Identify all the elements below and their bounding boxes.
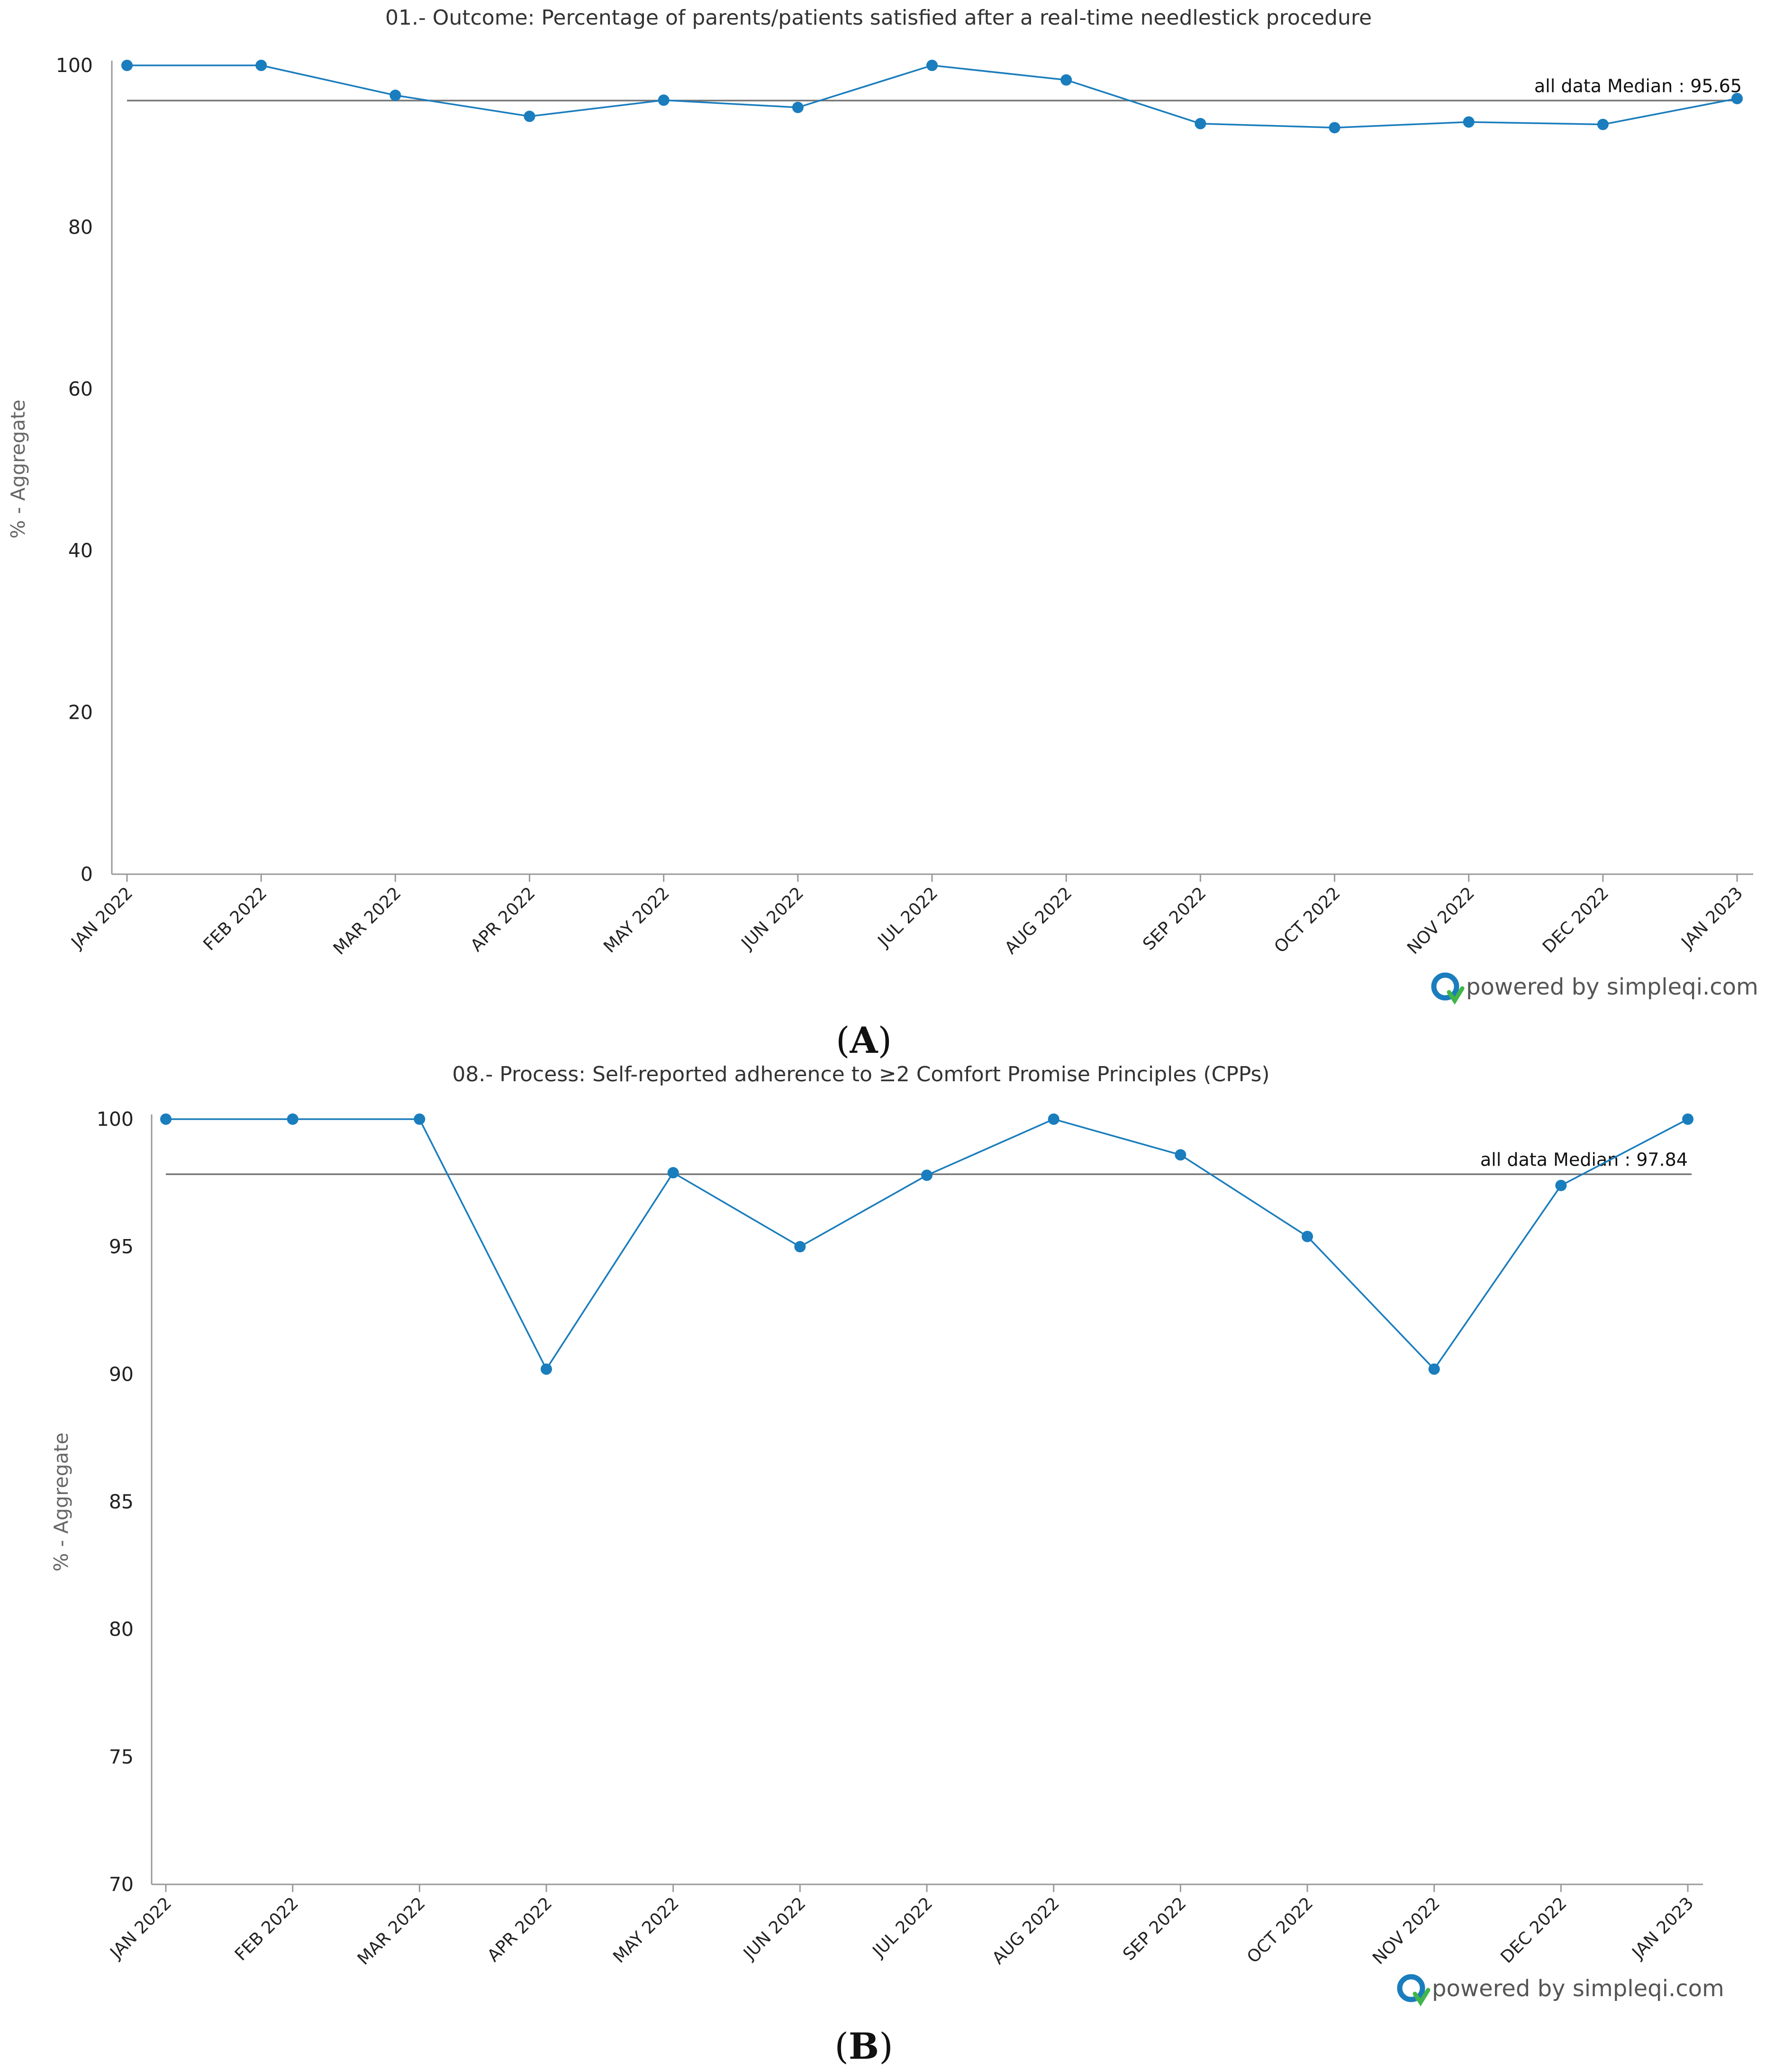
y-tick-label: 100 (97, 1108, 134, 1131)
panel-label: (A) (836, 1019, 892, 1061)
data-point[interactable] (926, 60, 938, 71)
chart-panel-b: 08.- Process: Self-reported adherence to… (50, 1062, 1724, 2067)
x-tick-label: JUN 2022 (737, 883, 807, 953)
x-tick-label: JAN 2023 (1628, 1893, 1698, 1963)
data-point[interactable] (1682, 1113, 1694, 1125)
series-line (127, 64, 1738, 129)
x-tick-label: SEP 2022 (1139, 883, 1210, 954)
chart-title: 08.- Process: Self-reported adherence to… (452, 1062, 1269, 1086)
brand-logo[interactable]: powered by simpleqi.com (1431, 972, 1758, 1005)
y-tick-label: 80 (109, 1618, 134, 1641)
y-tick-label: 85 (109, 1491, 134, 1513)
x-tick-label: MAY 2022 (600, 883, 673, 957)
series-group (160, 1113, 1694, 1375)
series-line (166, 1118, 1688, 1371)
data-point[interactable] (667, 1167, 679, 1179)
y-axis-label: % - Aggregate (7, 399, 29, 539)
simpleqi-icon (1397, 1974, 1431, 2007)
axes: 0 20 40 60 80 100 (56, 54, 1753, 886)
chart-panel-a: 01.- Outcome: Percentage of parents/pati… (7, 6, 1758, 1061)
x-tick-label: JAN 2023 (1677, 883, 1747, 953)
x-tick-label: JUL 2022 (869, 1893, 937, 1962)
data-point[interactable] (1731, 92, 1743, 104)
x-tick-labels: JAN 2022 FEB 2022 MAR 2022 APR 2022 MAY 2022… (67, 874, 1747, 959)
data-point[interactable] (1463, 116, 1475, 128)
y-tick-label: 0 (81, 863, 93, 886)
x-tick-label: JUL 2022 (874, 883, 942, 951)
x-tick-label: DEC 2022 (1497, 1893, 1570, 1967)
x-tick-label: JAN 2022 (106, 1893, 176, 1963)
x-tick-label: OCT 2022 (1243, 1893, 1317, 1967)
data-point[interactable] (160, 1113, 172, 1125)
data-point[interactable] (1555, 1179, 1567, 1191)
data-point[interactable] (658, 94, 670, 106)
x-tick-label: AUG 2022 (988, 1893, 1063, 1968)
simpleqi-icon (1431, 972, 1465, 1005)
panel-label: (B) (834, 2025, 893, 2067)
data-point[interactable] (524, 110, 535, 122)
median-line-group: all data Median : 95.65 (127, 75, 1742, 102)
data-point[interactable] (414, 1113, 426, 1125)
x-tick-label: JUN 2022 (739, 1893, 809, 1963)
brand-text: powered by simpleqi.com (1466, 974, 1758, 1000)
data-point[interactable] (921, 1169, 933, 1181)
y-tick-label: 100 (56, 54, 93, 77)
data-point[interactable] (541, 1363, 552, 1375)
x-tick-label: AUG 2022 (1001, 883, 1076, 958)
axes: 70 75 80 85 90 95 100 (97, 1108, 1703, 1896)
data-point[interactable] (1302, 1231, 1313, 1242)
data-point[interactable] (1048, 1113, 1060, 1125)
x-tick-labels: JAN 2022 FEB 2022 MAR 2022 APR 2022 MAY 2022… (106, 1884, 1698, 1969)
data-point[interactable] (121, 60, 133, 71)
data-point[interactable] (255, 60, 267, 71)
series-group (121, 60, 1743, 134)
x-tick-label: APR 2022 (467, 883, 539, 955)
median-line-group: all data Median : 97.84 (166, 1149, 1692, 1176)
y-tick-label: 70 (109, 1873, 134, 1896)
x-tick-label: NOV 2022 (1369, 1893, 1444, 1968)
brand-text: powered by simpleqi.com (1432, 1975, 1724, 2002)
data-point[interactable] (389, 90, 401, 101)
y-tick-label: 20 (68, 701, 93, 724)
x-tick-label: SEP 2022 (1119, 1893, 1190, 1964)
data-point[interactable] (1175, 1149, 1186, 1161)
data-point[interactable] (794, 1241, 806, 1253)
y-tick-label: 80 (68, 216, 93, 238)
x-tick-label: DEC 2022 (1539, 883, 1612, 957)
data-point[interactable] (792, 101, 804, 113)
y-tick-label: 60 (68, 378, 93, 400)
data-point[interactable] (1195, 118, 1206, 129)
brand-logo[interactable]: powered by simpleqi.com (1397, 1974, 1724, 2007)
y-axis-label: % - Aggregate (50, 1432, 72, 1572)
data-point[interactable] (1060, 74, 1072, 86)
median-label: all data Median : 97.84 (1480, 1149, 1688, 1170)
data-point[interactable] (1428, 1363, 1440, 1375)
data-point[interactable] (287, 1113, 299, 1125)
x-tick-label: FEB 2022 (199, 883, 271, 954)
y-tick-label: 75 (109, 1746, 134, 1768)
x-tick-label: APR 2022 (484, 1893, 556, 1965)
x-tick-label: OCT 2022 (1271, 883, 1344, 957)
y-tick-label: 95 (109, 1235, 134, 1258)
data-point[interactable] (1329, 122, 1340, 134)
y-tick-label: 90 (109, 1363, 134, 1385)
x-tick-label: NOV 2022 (1404, 883, 1478, 958)
x-tick-label: MAR 2022 (330, 883, 405, 959)
x-tick-label: JAN 2022 (67, 883, 137, 953)
data-point[interactable] (1597, 118, 1609, 130)
x-tick-label: MAR 2022 (354, 1893, 429, 1969)
x-tick-label: MAY 2022 (609, 1893, 683, 1967)
y-tick-label: 40 (68, 539, 93, 562)
chart-title: 01.- Outcome: Percentage of parents/pati… (385, 6, 1372, 30)
x-tick-label: FEB 2022 (231, 1893, 302, 1964)
median-label: all data Median : 95.65 (1534, 75, 1742, 96)
